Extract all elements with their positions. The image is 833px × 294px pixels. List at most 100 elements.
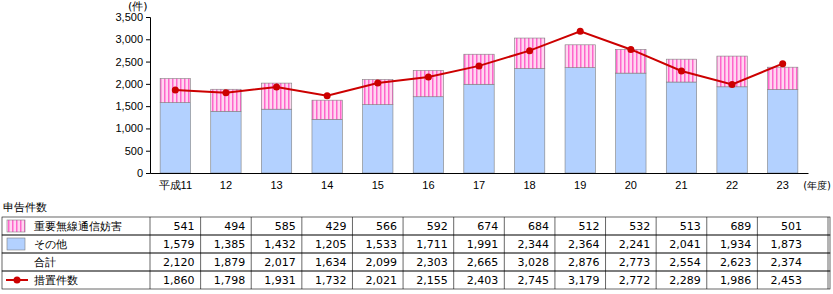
y-axis-title: (件) <box>128 0 148 13</box>
x-tick: 23 <box>777 179 789 191</box>
table-cell: 1,205 <box>315 238 347 251</box>
table-divider <box>352 217 353 289</box>
x-axis-line <box>151 173 809 174</box>
table-divider <box>656 217 657 289</box>
x-tick-label: 19 <box>574 179 586 191</box>
bar <box>363 105 393 173</box>
table-cell: 2,374 <box>771 256 803 269</box>
x-tick-label: 22 <box>726 179 738 191</box>
y-tick-label: 500 <box>125 145 143 157</box>
y-tick: 1,500 <box>115 100 150 112</box>
marker <box>729 81 736 88</box>
bar <box>514 69 544 173</box>
table-cell: 2,021 <box>366 274 398 287</box>
table-divider <box>554 217 555 289</box>
y-tick: 1,000 <box>115 122 150 134</box>
table-cell: 541 <box>174 220 195 233</box>
y-tick-label: 2,000 <box>115 78 143 90</box>
table-cell: 1,986 <box>720 274 752 287</box>
y-tick-mark <box>146 39 150 40</box>
x-tick-label: 17 <box>473 179 485 191</box>
table-row <box>2 235 830 253</box>
bar <box>261 83 291 109</box>
table-divider <box>757 217 758 289</box>
table-cell: 689 <box>730 220 751 233</box>
table-cell: 1,991 <box>467 238 499 251</box>
chart: 05001,0001,5002,0002,5003,0003,500平成1112… <box>0 0 833 294</box>
marker <box>273 83 280 90</box>
y-tick: 500 <box>125 145 150 157</box>
x-tick: 19 <box>574 179 586 191</box>
bar <box>312 119 342 173</box>
table-cell: 2,041 <box>669 238 701 251</box>
x-tick: 18 <box>523 179 535 191</box>
table-cell: 2,155 <box>416 274 448 287</box>
bar <box>363 79 393 104</box>
y-tick: 0 <box>137 167 150 179</box>
table-divider <box>251 217 252 289</box>
y-tick-mark <box>146 128 150 129</box>
bar <box>160 103 190 173</box>
table-cell: 494 <box>224 220 245 233</box>
table-cell: 592 <box>427 220 448 233</box>
y-tick-mark <box>146 84 150 85</box>
table-cell: 2,453 <box>771 274 803 287</box>
table-cell: 2,773 <box>619 256 651 269</box>
y-tick-mark <box>146 62 150 63</box>
table-divider <box>605 217 606 289</box>
bar <box>565 68 595 173</box>
table-cell: 501 <box>781 220 802 233</box>
table-cell: 1,533 <box>366 238 398 251</box>
y-tick-label: 2,500 <box>115 56 143 68</box>
x-tick-label: 15 <box>372 179 384 191</box>
legend-label: その他 <box>34 238 67 251</box>
table-cell: 1,934 <box>720 238 752 251</box>
bar <box>768 67 798 89</box>
table-cell: 566 <box>376 220 397 233</box>
table-cell: 684 <box>528 220 549 233</box>
table-cell: 2,241 <box>619 238 651 251</box>
table-row-label: 合計 <box>34 256 56 269</box>
marker <box>172 87 179 94</box>
x-tick-label: 18 <box>523 179 535 191</box>
x-tick-label: 20 <box>625 179 637 191</box>
y-tick: 3,000 <box>115 33 150 45</box>
x-tick: 17 <box>473 179 485 191</box>
y-tick: 2,000 <box>115 78 150 90</box>
table-cell: 2,120 <box>163 256 195 269</box>
marker <box>324 92 331 99</box>
marker <box>374 79 381 86</box>
table-cell: 3,028 <box>517 256 549 269</box>
table-divider <box>200 217 201 289</box>
y-tick-mark <box>146 151 150 152</box>
table-cell: 1,732 <box>315 274 347 287</box>
x-tick: 12 <box>220 179 232 191</box>
marker <box>425 73 432 80</box>
line <box>175 31 782 95</box>
x-tick: 15 <box>372 179 384 191</box>
x-tick: 平成11 <box>159 179 192 191</box>
table-cell: 512 <box>579 220 600 233</box>
marker <box>526 47 533 54</box>
table-cell: 674 <box>477 220 498 233</box>
bar <box>666 59 696 82</box>
y-tick-mark <box>146 17 150 18</box>
x-tick-label: 16 <box>422 179 434 191</box>
table-cell: 1,579 <box>163 238 195 251</box>
marker <box>577 28 584 35</box>
table-cell: 2,364 <box>568 238 600 251</box>
legend-label: 措置件数 <box>34 274 78 287</box>
bar <box>413 97 443 173</box>
marker <box>627 46 634 53</box>
table-cell: 2,665 <box>467 256 499 269</box>
table-cell: 2,772 <box>619 274 651 287</box>
table-cell: 2,289 <box>669 274 701 287</box>
legend-swatch <box>7 220 25 232</box>
table-cell: 2,303 <box>416 256 448 269</box>
y-tick-mark <box>146 106 150 107</box>
table-cell: 2,876 <box>568 256 600 269</box>
table-row <box>2 253 830 271</box>
x-tick-label: 14 <box>321 179 333 191</box>
bar <box>768 90 798 173</box>
table-cell: 2,403 <box>467 274 499 287</box>
